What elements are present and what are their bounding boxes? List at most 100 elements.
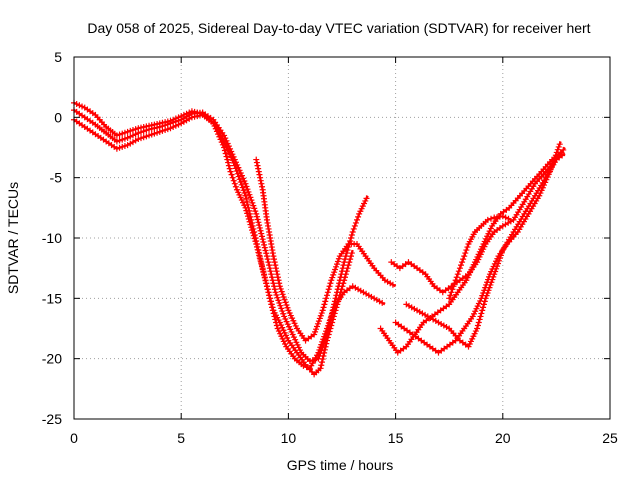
data-point [315,355,322,362]
axes: 0 5 10 15 20 25 -25 -20 -15 -10 -5 0 5 [42,49,618,446]
data-point [454,271,461,278]
data-point [379,299,386,306]
data-point [231,180,238,187]
data-point [497,252,504,259]
data-point [502,214,509,221]
data-point [162,127,169,134]
data-point [347,256,354,263]
data-point [490,273,497,280]
data-point [330,271,337,278]
data-point [225,149,232,156]
data-point [261,241,268,248]
data-point [227,151,234,158]
data-point [446,295,453,302]
data-point [277,285,284,292]
data-point [255,247,262,254]
data-point [455,268,462,275]
data-point [352,219,359,226]
series-track-5 [388,146,567,296]
grid-lines [74,57,610,419]
data-point [275,297,282,304]
data-point [191,113,198,120]
data-point [272,316,279,323]
data-point [250,225,257,232]
data-point [277,302,284,309]
data-point [121,135,128,142]
data-point [456,265,463,272]
data-point [113,132,120,139]
data-point [246,207,253,214]
data-point [140,128,147,135]
data-point [76,102,83,109]
data-point [232,165,239,172]
data-point [222,141,229,148]
data-point [251,228,258,235]
data-point [463,247,470,254]
data-point [121,142,128,149]
data-point [314,320,321,327]
data-point [234,170,241,177]
data-point [447,292,454,299]
data-point [317,344,324,351]
data-point [496,255,503,262]
data-point [257,177,264,184]
data-point [316,346,323,353]
data-point [271,259,278,266]
data-point [268,301,275,308]
data-point [318,310,325,317]
data-point [313,326,320,333]
data-point [273,268,280,275]
data-point [253,238,260,245]
data-point [225,159,232,166]
data-point [265,289,272,296]
data-point [491,271,498,278]
data-point [333,263,340,270]
data-point [256,253,263,260]
data-point [146,132,153,139]
data-point [278,288,285,295]
data-point [317,365,324,372]
data-point [254,244,261,251]
y-tick-label: -5 [50,170,63,186]
x-tick-label: 15 [388,430,404,446]
data-point [221,132,228,139]
data-point [464,244,471,251]
data-point [239,184,246,191]
data-point [258,262,265,269]
data-point [486,284,493,291]
data-point [477,313,484,320]
data-point [259,236,266,243]
data-point [321,301,328,308]
data-point [326,283,333,290]
data-point [269,277,276,284]
data-point [263,250,270,257]
data-point [276,300,283,307]
data-point [333,261,340,268]
data-point [242,192,249,199]
data-point [227,168,234,175]
data-point [348,235,355,241]
data-point [488,279,495,286]
data-point [116,131,123,138]
data-point [273,319,280,326]
data-point [232,183,239,190]
data-point [482,295,489,302]
x-tick-label: 0 [70,430,78,446]
data-point [325,320,332,327]
data-point [265,259,272,266]
data-point [272,262,279,269]
data-point [271,256,278,263]
data-point [333,292,340,299]
data-point [268,274,275,281]
data-point [243,183,250,190]
data-point [129,132,136,139]
data-point [271,286,278,293]
data-point [331,269,338,276]
data-point [246,191,253,198]
data-point [554,146,561,153]
data-point [303,364,310,371]
x-tick-label: 20 [495,430,511,446]
data-point [261,271,268,278]
data-point [484,216,491,223]
data-point [129,127,136,134]
